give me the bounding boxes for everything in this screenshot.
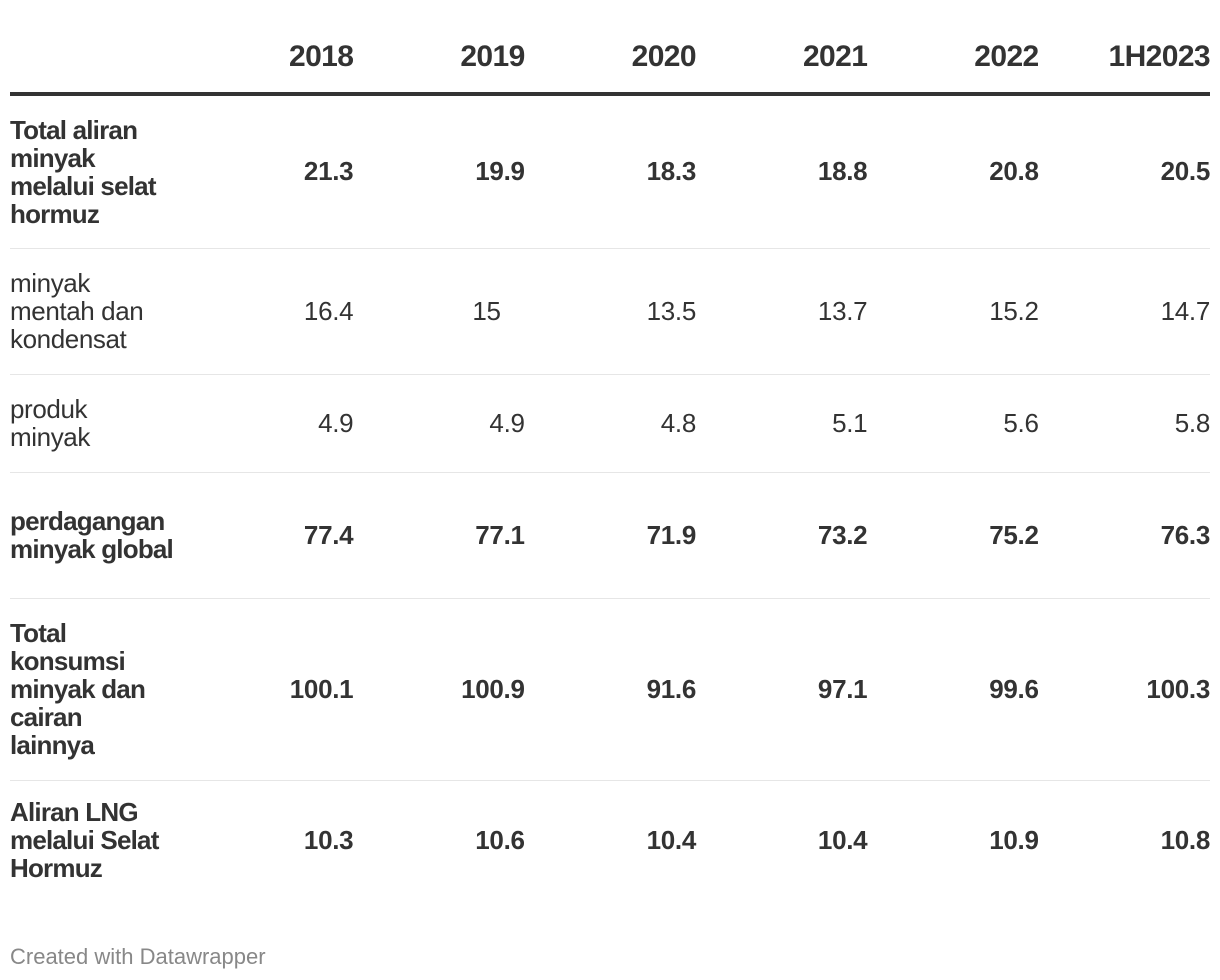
table-cell: 5.1	[695, 374, 868, 473]
column-header-label	[10, 0, 182, 96]
table-cell: 20.8	[867, 94, 1039, 249]
table-cell: 5.6	[867, 374, 1039, 473]
table-cell: 14.7	[1038, 248, 1210, 375]
table-cell: 100.9	[353, 598, 525, 781]
row-label: Total konsumsi minyak dan cairan lainnya	[10, 618, 146, 760]
table-header-row: 2018 2019 2020 2021 2022 1H2023	[10, 0, 1211, 96]
column-header-2020: 2020	[524, 0, 697, 96]
table-cell: 15.2	[867, 248, 1039, 375]
table-cell: 4.9	[353, 374, 525, 473]
column-header-1h2023: 1H2023	[1038, 0, 1211, 96]
row-label: perdagangan minyak global	[10, 506, 174, 564]
table-cell: 16.4	[182, 248, 354, 375]
data-table-container: 2018 2019 2020 2021 2022 1H2023 Total al…	[10, 0, 1211, 900]
column-header-2019: 2019	[353, 0, 525, 96]
table-cell: 75.2	[867, 472, 1039, 599]
table-cell: 10.4	[817, 824, 868, 855]
row-label: produk minyak	[10, 394, 90, 452]
table-cell: 10.8	[1160, 824, 1211, 855]
column-header-2018: 2018	[182, 0, 354, 96]
table-row: Total aliran minyak melalui selat hormuz…	[10, 94, 1210, 249]
table-row: produk minyak 4.9 4.9 4.8 5.1 5.6 5.8	[10, 374, 1210, 473]
table-row: perdagangan minyak global 77.4 77.1 71.9…	[10, 472, 1210, 599]
table-cell: 21.3	[182, 94, 354, 249]
table-cell: 4.8	[524, 374, 696, 473]
table-cell: 73.2	[695, 472, 868, 599]
table-row: Aliran LNG melalui Selat Hormuz 10.3 10.…	[10, 780, 1210, 900]
table-row: minyak mentah dan kondensat 16.4 15 13.5…	[10, 248, 1210, 375]
table-cell: 18.3	[524, 94, 696, 249]
data-table: 2018 2019 2020 2021 2022 1H2023 Total al…	[10, 0, 1211, 900]
table-cell: 77.1	[353, 472, 525, 599]
table-cell: 10.3	[303, 824, 354, 855]
table-cell: 97.1	[695, 598, 868, 781]
table-cell: 99.6	[867, 598, 1039, 781]
table-cell: 91.6	[524, 598, 696, 781]
row-label: Aliran LNG melalui Selat Hormuz	[10, 797, 159, 884]
table-cell: 19.9	[353, 94, 525, 249]
row-label: Total aliran minyak melalui selat hormuz	[10, 114, 156, 229]
column-header-2022: 2022	[867, 0, 1039, 96]
table-cell: 10.9	[989, 824, 1039, 855]
table-cell: 100.3	[1038, 598, 1210, 781]
table-cell: 15	[353, 248, 525, 375]
row-label: minyak mentah dan kondensat	[10, 268, 144, 354]
table-cell: 18.8	[695, 94, 868, 249]
table-row: Total konsumsi minyak dan cairan lainnya…	[10, 598, 1210, 781]
table-cell: 13.7	[695, 248, 868, 375]
table-cell: 71.9	[524, 472, 696, 599]
table-cell: 13.5	[524, 248, 696, 375]
table-cell: 76.3	[1038, 472, 1210, 599]
column-header-2021: 2021	[695, 0, 868, 96]
table-cell: 100.1	[182, 598, 354, 781]
table-cell: 20.5	[1038, 94, 1210, 249]
datawrapper-credit[interactable]: Created with Datawrapper	[10, 944, 266, 969]
table-cell: 10.4	[646, 824, 697, 855]
table-cell: 77.4	[182, 472, 354, 599]
table-cell: 5.8	[1038, 374, 1210, 473]
table-cell: 10.6	[475, 824, 525, 855]
table-cell: 4.9	[182, 374, 354, 473]
